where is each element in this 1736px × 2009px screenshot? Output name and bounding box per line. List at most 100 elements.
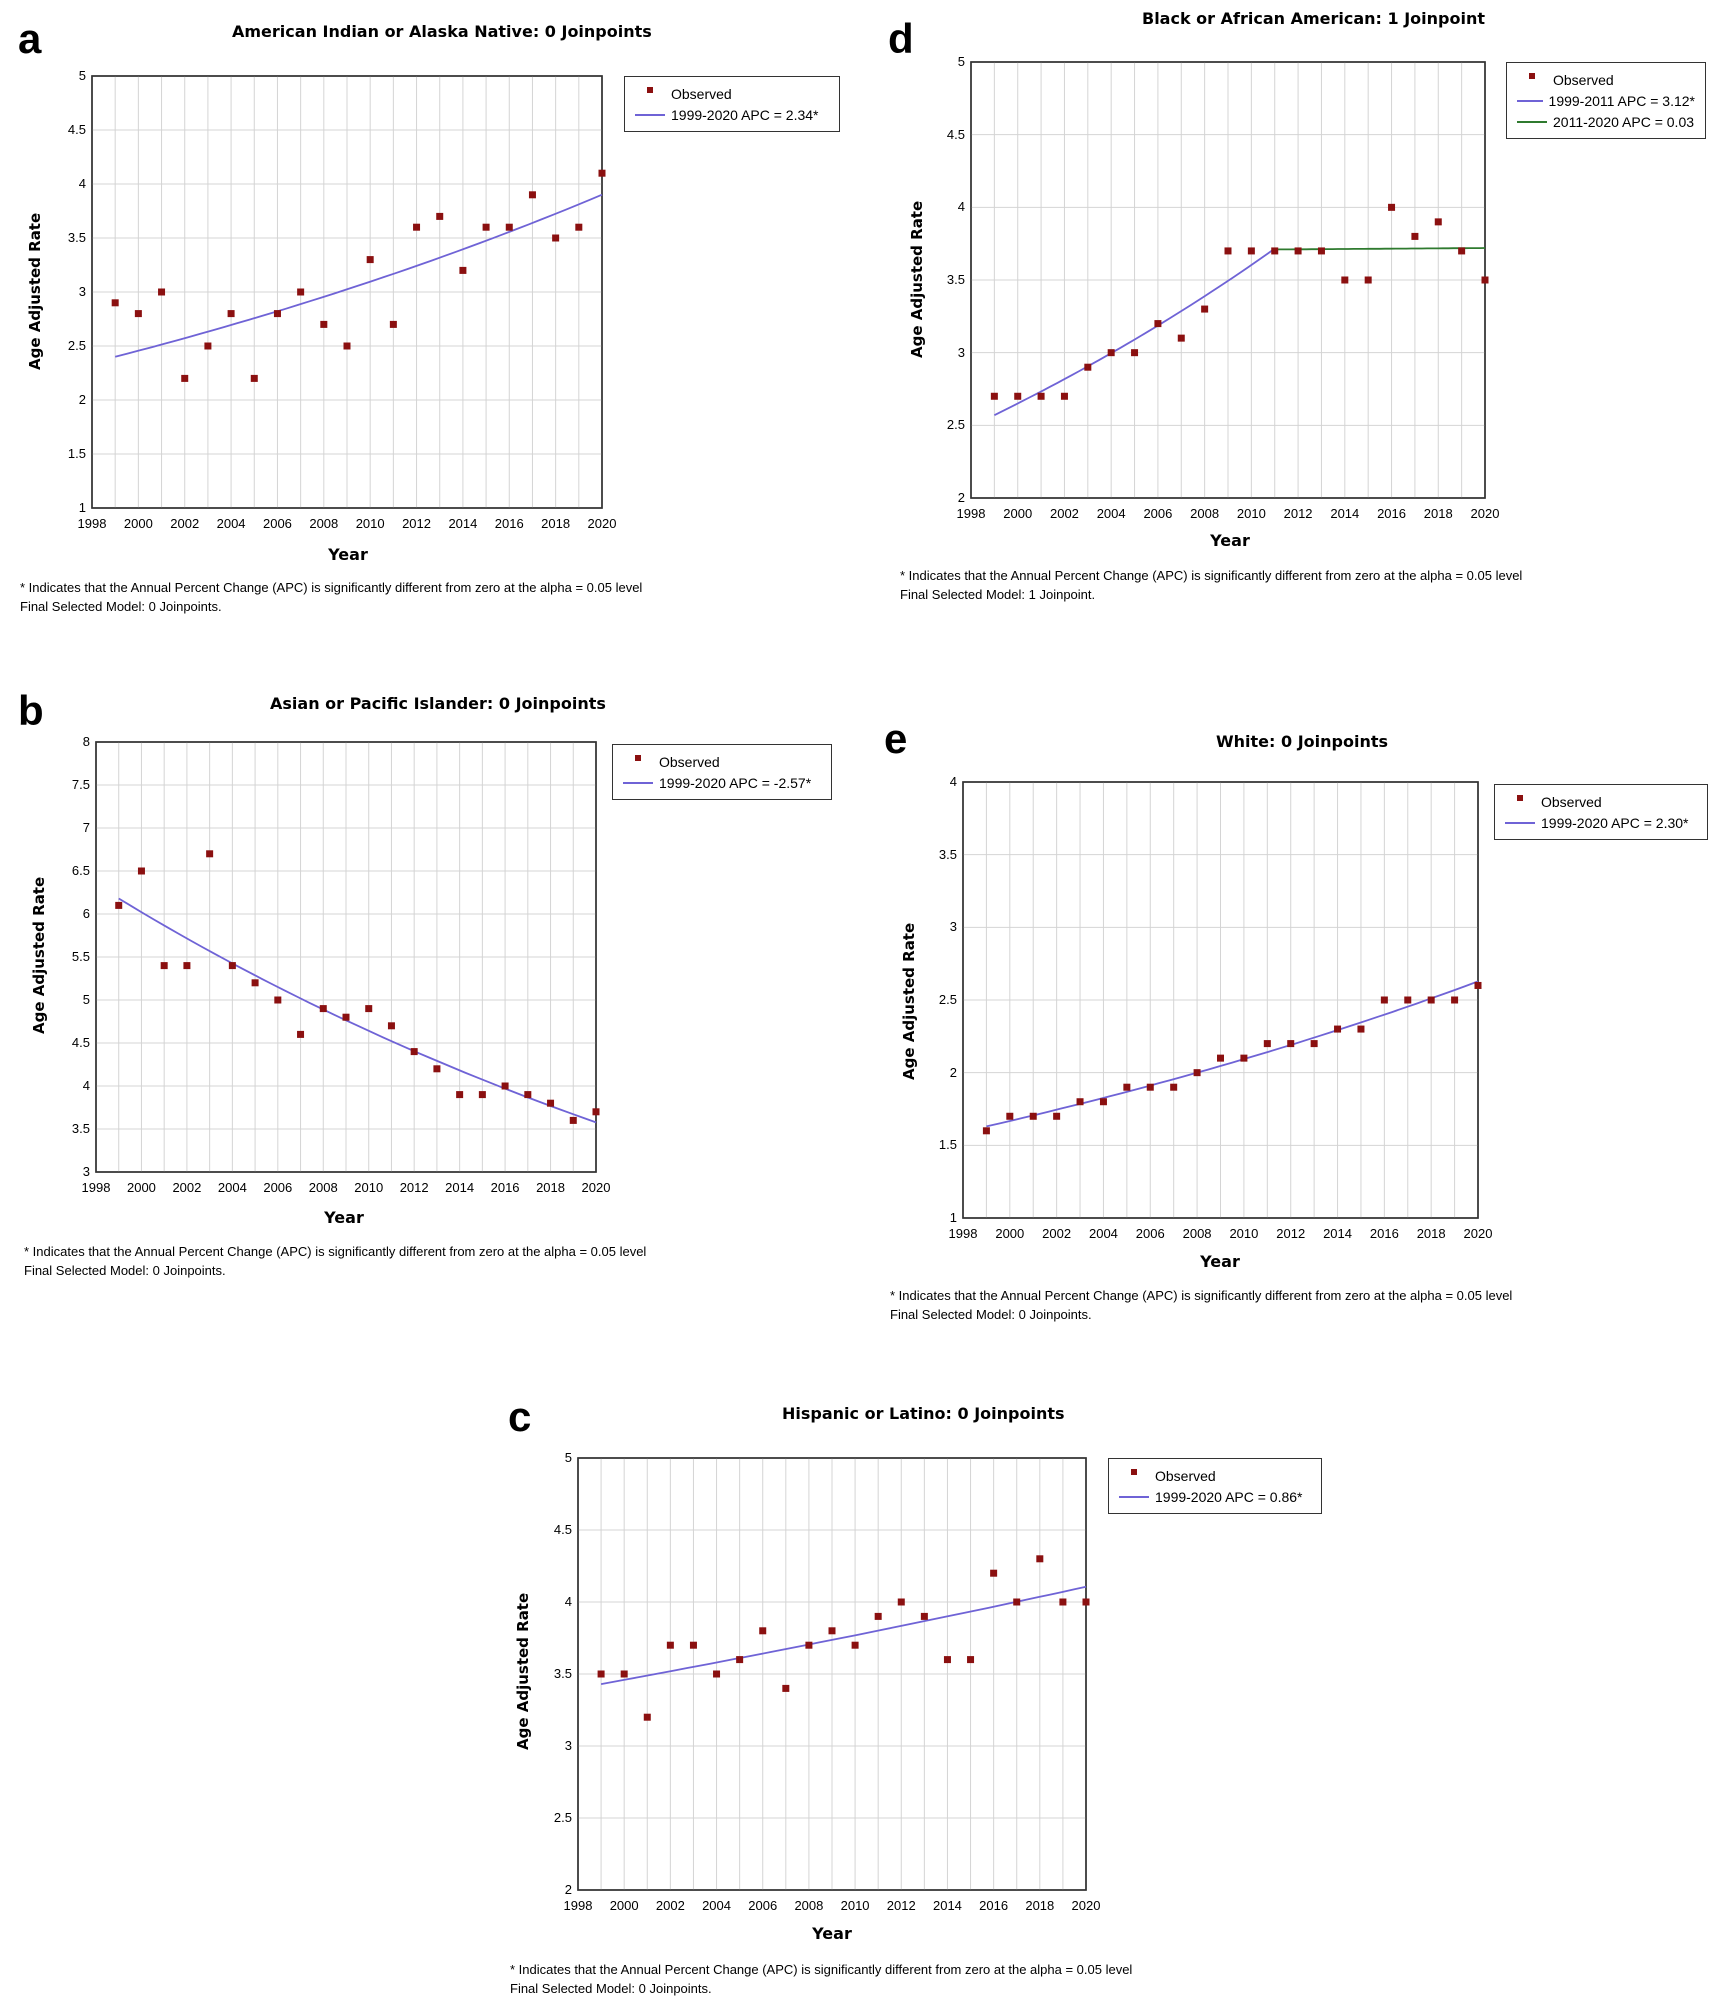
observed-point	[436, 212, 444, 220]
x-tick-label: 2004	[1088, 1226, 1118, 1241]
observed-point	[413, 223, 421, 231]
observed-point	[990, 392, 998, 400]
chart-panel-e: e White: 0 Joinpoints 1 1.5 2 2.5 3 3.5 4 1998 2…	[870, 710, 1736, 1350]
y-axis-label: Age Adjusted Rate	[908, 200, 926, 358]
x-tick-label: 2020	[1463, 1226, 1493, 1241]
observed-point	[1451, 996, 1459, 1004]
observed-point	[137, 867, 145, 875]
x-tick-label: 1998	[948, 1226, 978, 1241]
y-tick-label: 3.5	[938, 846, 957, 862]
trend-line-1	[114, 193, 603, 358]
footnote-final-model: Final Selected Model: 1 Joinpoint.	[900, 587, 1096, 602]
observed-point	[547, 1099, 555, 1107]
observed-point	[736, 1656, 744, 1664]
x-tick-label: 2010	[1236, 506, 1266, 521]
observed-point	[1177, 334, 1185, 342]
footnote: * Indicates that the Annual Percent Chan…	[900, 566, 1522, 604]
observed-point	[389, 320, 397, 328]
x-tick-label: 2010	[840, 1898, 870, 1913]
observed-marker-icon	[623, 754, 659, 769]
x-tick-label: 2008	[1182, 1226, 1212, 1241]
y-tick-label: 5	[564, 1450, 572, 1465]
observed-point	[643, 1713, 651, 1721]
observed-point	[206, 850, 214, 858]
y-tick-label: 1	[949, 1210, 957, 1225]
observed-point	[1388, 203, 1396, 211]
x-axis-label: Year	[324, 1208, 364, 1227]
y-tick-label: 5.5	[71, 949, 90, 964]
observed-point	[1271, 247, 1279, 255]
x-tick-label: 2000	[609, 1898, 639, 1913]
x-tick-label: 1998	[956, 506, 986, 521]
chart-title: Asian or Pacific Islander: 0 Joinpoints	[270, 694, 606, 713]
y-tick-label: 2	[949, 1064, 957, 1080]
y-tick-label: 4.5	[553, 1522, 572, 1537]
footnote-apc: * Indicates that the Annual Percent Chan…	[510, 1962, 1133, 1977]
y-tick-label: 3.5	[946, 272, 965, 287]
observed-point	[365, 1005, 373, 1013]
trend-line-2	[1274, 247, 1486, 251]
plot-border	[962, 781, 1479, 1219]
observed-point	[1084, 363, 1092, 371]
y-tick-label: 3.5	[71, 1121, 90, 1136]
observed-point	[1224, 247, 1232, 255]
plot-area	[970, 61, 1489, 499]
legend-item-observed: Observed	[623, 751, 821, 772]
y-tick-label: 2.5	[938, 992, 957, 1007]
observed-point	[1404, 996, 1412, 1004]
trend-line-swatch	[635, 113, 665, 116]
x-tick-label: 2018	[1423, 506, 1453, 521]
legend-label: Observed	[1541, 793, 1602, 810]
x-axis-label: Year	[812, 1924, 852, 1943]
observed-point	[1037, 392, 1045, 400]
observed-marker-icon	[1505, 794, 1541, 809]
plot-area	[95, 741, 600, 1173]
panel-letter: b	[18, 687, 44, 734]
observed-point	[569, 1116, 577, 1124]
y-tick-label: 4	[564, 1594, 572, 1609]
observed-point	[459, 266, 467, 274]
observed-point	[1341, 276, 1349, 284]
trend-line-swatch	[1505, 821, 1535, 824]
legend-label: Observed	[1553, 71, 1614, 88]
observed-point	[387, 1022, 395, 1030]
observed-point	[1107, 349, 1115, 357]
observed-point	[1131, 349, 1139, 357]
observed-point	[592, 1108, 600, 1116]
y-tick-label: 3	[78, 284, 86, 299]
observed-point	[851, 1641, 859, 1649]
footnote: * Indicates that the Annual Percent Chan…	[20, 578, 642, 616]
observed-point	[828, 1627, 836, 1635]
observed-point	[1434, 218, 1442, 226]
observed-point	[759, 1627, 767, 1635]
legend-label: 1999-2011 APC = 3.12*	[1548, 92, 1695, 109]
x-tick-label: 2012	[399, 1180, 429, 1195]
x-axis-label: Year	[1200, 1252, 1240, 1271]
observed-point	[115, 901, 123, 909]
y-tick-label: 4	[82, 1078, 90, 1093]
observed-point	[897, 1598, 905, 1606]
y-tick-label: 6.5	[71, 863, 90, 878]
footnote-final-model: Final Selected Model: 0 Joinpoints.	[20, 599, 222, 614]
observed-point	[134, 310, 142, 318]
y-axis-label: Age Adjusted Rate	[26, 212, 44, 370]
legend: Observed 1999-2020 APC = 2.34*	[624, 76, 840, 132]
x-tick-label: 2018	[536, 1180, 565, 1195]
y-tick-label: 2.5	[553, 1810, 572, 1825]
y-tick-label: 3	[957, 344, 965, 360]
legend: Observed 1999-2011 APC = 3.12* 2011-2020 A…	[1506, 62, 1706, 139]
legend-label: 2011-2020 APC = 0.03	[1553, 113, 1695, 130]
observed-point	[1247, 247, 1255, 255]
legend-label: 1999-2020 APC = 2.30*	[1541, 814, 1689, 831]
footnote: * Indicates that the Annual Percent Chan…	[510, 1960, 1132, 1998]
x-tick-label: 2018	[1025, 1898, 1055, 1913]
observed-point	[160, 962, 168, 970]
x-tick-label: 2002	[1042, 1226, 1072, 1241]
observed-point	[1287, 1040, 1295, 1048]
observed-point	[1076, 1098, 1084, 1106]
observed-point	[524, 1091, 532, 1099]
x-tick-label: 2000	[123, 516, 153, 531]
observed-point	[1458, 247, 1466, 255]
observed-point	[297, 1030, 305, 1038]
x-tick-label: 2002	[172, 1180, 202, 1195]
